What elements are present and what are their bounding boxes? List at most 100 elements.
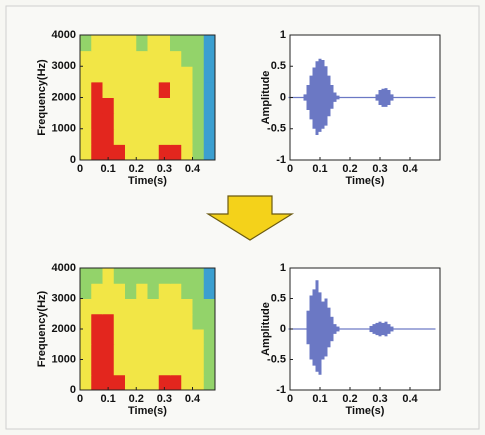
x-tick-label: 0 bbox=[287, 163, 293, 175]
spectrogram-cell bbox=[113, 97, 126, 114]
spectrogram-cell bbox=[113, 344, 126, 360]
spectrogram-cell bbox=[203, 283, 216, 299]
spectrogram-cell bbox=[181, 128, 193, 145]
spectrogram-cell bbox=[203, 298, 216, 315]
spectrogram-cell bbox=[91, 283, 103, 299]
y-tick-label: 1000 bbox=[52, 123, 76, 135]
spectrogram-cell bbox=[181, 144, 193, 161]
spectrogram-cell bbox=[147, 66, 160, 83]
spectrogram-cell bbox=[136, 35, 148, 52]
spectrogram-cell bbox=[181, 35, 193, 52]
spectrogram-cell bbox=[192, 268, 205, 284]
spectrogram-cell bbox=[192, 66, 205, 83]
spectrogram-cell bbox=[158, 374, 171, 391]
spectrogram-cell bbox=[113, 298, 126, 315]
spectrogram-cell bbox=[181, 50, 193, 67]
spectrogram-cell bbox=[158, 113, 171, 130]
spectrogram-cell bbox=[113, 66, 126, 83]
spectrogram-cell bbox=[192, 313, 205, 330]
spectrogram-cell bbox=[181, 66, 193, 83]
spectrogram-cell bbox=[125, 268, 137, 284]
spectrogram-cell bbox=[192, 50, 205, 67]
spectrogram-cell bbox=[136, 359, 148, 376]
spectrogram-cell bbox=[80, 374, 92, 391]
spectrogram-cell bbox=[170, 374, 182, 391]
spectrogram-cell bbox=[181, 313, 193, 330]
spectrogram-cell bbox=[91, 128, 103, 145]
spectrogram-cell bbox=[170, 344, 182, 360]
spectrogram-cell bbox=[203, 128, 216, 145]
y-tick-label: 4000 bbox=[52, 262, 76, 274]
y-axis-label: Amplitude bbox=[260, 71, 272, 125]
spectrogram-cell bbox=[192, 81, 205, 98]
spectrogram-cell bbox=[136, 268, 148, 284]
spectrogram-cell bbox=[203, 66, 216, 83]
spectrogram-cell bbox=[136, 50, 148, 67]
x-tick-label: 0.2 bbox=[129, 393, 144, 405]
spectrogram-cell bbox=[170, 50, 182, 67]
spectrogram-cell bbox=[91, 298, 103, 315]
spectrogram-cell bbox=[170, 313, 182, 330]
spectrogram-cell bbox=[125, 50, 137, 67]
y-tick-label: 3000 bbox=[52, 292, 76, 304]
spectrogram-cell bbox=[147, 329, 160, 345]
spectrogram-cell bbox=[192, 298, 205, 315]
spectrogram-cell bbox=[125, 128, 137, 145]
x-tick-label: 0.1 bbox=[312, 393, 327, 405]
y-tick-label: 3000 bbox=[52, 60, 76, 72]
spectrogram-cell bbox=[113, 50, 126, 67]
spectrogram-cell bbox=[125, 97, 137, 114]
y-tick-label: 0 bbox=[70, 154, 76, 166]
spectrogram-cell bbox=[192, 144, 205, 161]
spectrogram-cell bbox=[91, 113, 103, 130]
spectrogram-cell bbox=[203, 268, 216, 284]
spectrogram-cell bbox=[80, 128, 92, 145]
spectrogram-cell bbox=[125, 283, 137, 299]
spectrogram-cell bbox=[203, 344, 216, 360]
spectrogram-cell bbox=[170, 298, 182, 315]
y-tick-label: 0.5 bbox=[271, 60, 286, 72]
spectrogram-cell bbox=[203, 329, 216, 345]
spectrogram-cell bbox=[181, 329, 193, 345]
spectrogram-cell bbox=[136, 344, 148, 360]
spectrogram-cell bbox=[136, 113, 148, 130]
spectrogram-cell bbox=[158, 81, 171, 98]
spectrogram-cell bbox=[203, 81, 216, 98]
spectrogram-cell bbox=[181, 268, 193, 284]
spectrogram-cell bbox=[181, 344, 193, 360]
spectrogram-cell bbox=[91, 50, 103, 67]
x-tick-label: 0.1 bbox=[100, 163, 115, 175]
spectrogram-cell bbox=[136, 81, 148, 98]
spectrogram-cell bbox=[102, 50, 115, 67]
spectrogram-cell bbox=[136, 66, 148, 83]
spectrogram-cell bbox=[192, 35, 205, 52]
spectrogram-cell bbox=[91, 66, 103, 83]
spectrogram-cell bbox=[158, 35, 171, 52]
spectrogram-cell bbox=[170, 268, 182, 284]
spectrogram-cell bbox=[80, 66, 92, 83]
spectrogram-cell bbox=[170, 144, 182, 161]
spectrogram-cell bbox=[158, 283, 171, 299]
spectrogram-cell bbox=[158, 359, 171, 376]
spectrogram-cell bbox=[158, 268, 171, 284]
spectrogram-cell bbox=[125, 313, 137, 330]
y-tick-label: 2000 bbox=[52, 91, 76, 103]
spectrogram-cell bbox=[181, 81, 193, 98]
spectrogram-cell bbox=[203, 50, 216, 67]
spectrogram-cell bbox=[102, 283, 115, 299]
y-tick-label: 0 bbox=[70, 384, 76, 396]
x-tick-label: 0.2 bbox=[129, 163, 144, 175]
x-tick-label: 0.4 bbox=[402, 163, 418, 175]
spectrogram-cell bbox=[192, 329, 205, 345]
spectrogram-cell bbox=[102, 97, 115, 114]
spectrogram-cell bbox=[192, 97, 205, 114]
y-tick-label: 0 bbox=[280, 91, 286, 103]
x-tick-label: 0.4 bbox=[185, 163, 201, 175]
spectrogram-cell bbox=[147, 50, 160, 67]
spectrogram-cell bbox=[91, 97, 103, 114]
x-tick-label: 0.3 bbox=[157, 163, 172, 175]
spectrogram-cell bbox=[158, 313, 171, 330]
spectrogram-cell bbox=[80, 35, 92, 52]
spectrogram-cell bbox=[147, 283, 160, 299]
y-tick-label: -0.5 bbox=[267, 353, 286, 365]
